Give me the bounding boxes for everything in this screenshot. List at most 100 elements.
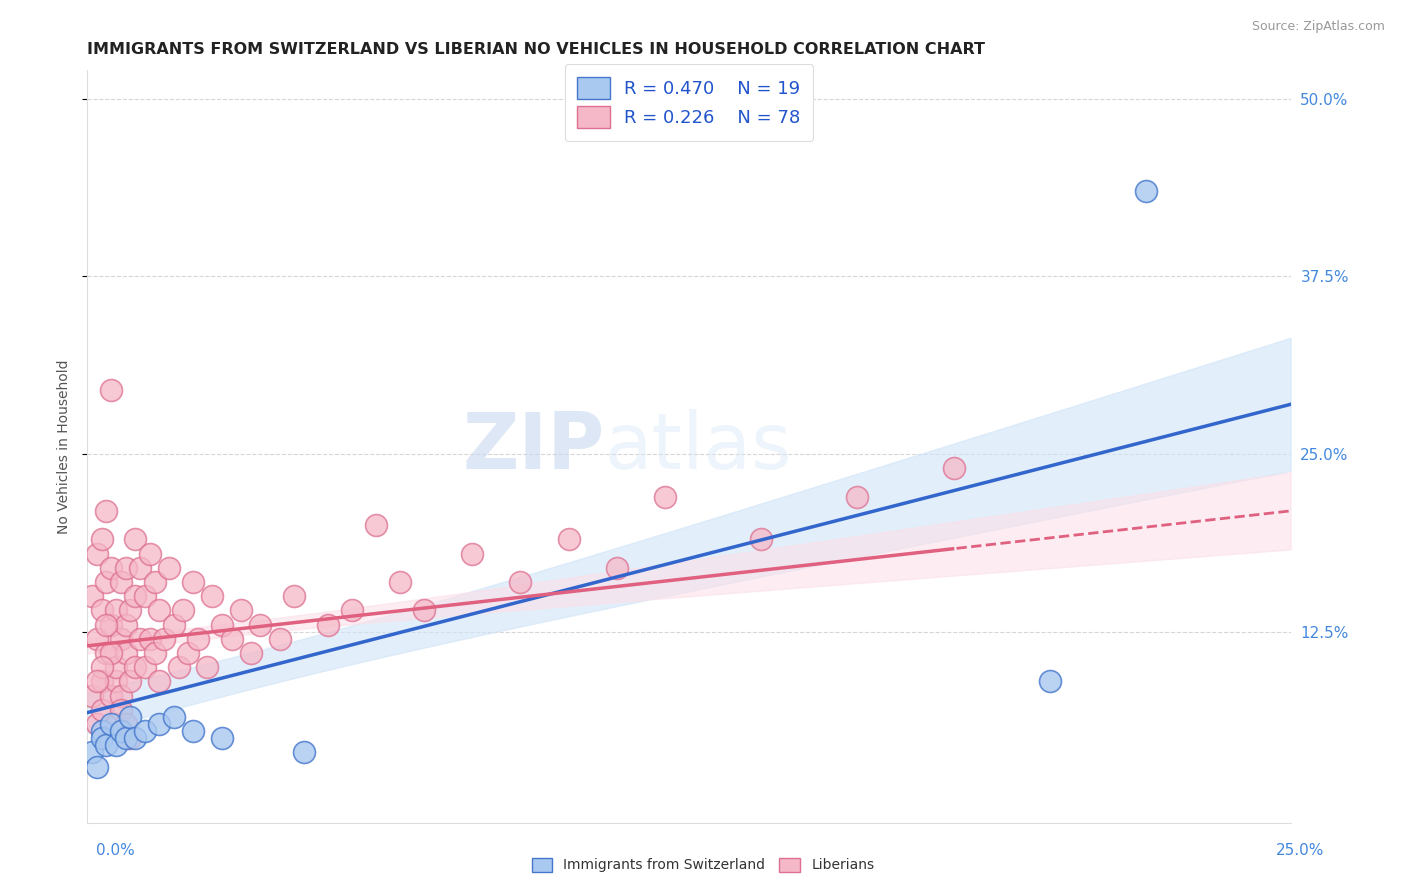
Point	[96, 617, 118, 632]
Legend: Immigrants from Switzerland, Liberians: Immigrants from Switzerland, Liberians	[526, 852, 880, 878]
Point	[96, 646, 118, 660]
Point	[138, 632, 160, 646]
Point	[211, 617, 233, 632]
Point	[181, 574, 204, 589]
Point	[80, 746, 103, 760]
Point	[177, 646, 200, 660]
Point	[509, 574, 531, 589]
Point	[110, 689, 132, 703]
Point	[211, 731, 233, 746]
Legend: R = 0.470    N = 19, R = 0.226    N = 78: R = 0.470 N = 19, R = 0.226 N = 78	[565, 64, 813, 141]
Point	[201, 589, 224, 603]
Point	[114, 731, 136, 746]
Point	[114, 560, 136, 574]
Point	[269, 632, 291, 646]
Point	[100, 717, 122, 731]
Point	[316, 617, 339, 632]
Point	[86, 717, 108, 731]
Point	[110, 574, 132, 589]
Point	[90, 731, 112, 746]
Point	[114, 617, 136, 632]
Point	[86, 759, 108, 773]
Point	[606, 560, 628, 574]
Point	[231, 603, 253, 617]
Point	[90, 533, 112, 547]
Point	[100, 560, 122, 574]
Point	[105, 603, 128, 617]
Point	[461, 547, 484, 561]
Point	[239, 646, 262, 660]
Point	[100, 646, 122, 660]
Point	[124, 731, 146, 746]
Point	[172, 603, 194, 617]
Point	[138, 547, 160, 561]
Point	[846, 490, 869, 504]
Point	[105, 660, 128, 674]
Point	[942, 461, 965, 475]
Point	[90, 603, 112, 617]
Point	[1039, 674, 1062, 689]
Point	[100, 383, 122, 397]
Text: 25.0%: 25.0%	[1277, 843, 1324, 857]
Point	[120, 710, 142, 724]
Point	[110, 632, 132, 646]
Text: IMMIGRANTS FROM SWITZERLAND VS LIBERIAN NO VEHICLES IN HOUSEHOLD CORRELATION CHA: IMMIGRANTS FROM SWITZERLAND VS LIBERIAN …	[87, 42, 986, 57]
Point	[163, 710, 186, 724]
Text: atlas: atlas	[605, 409, 792, 485]
Point	[114, 717, 136, 731]
Point	[90, 660, 112, 674]
Text: 0.0%: 0.0%	[96, 843, 135, 857]
Point	[283, 589, 305, 603]
Point	[90, 674, 112, 689]
Point	[124, 589, 146, 603]
Point	[654, 490, 676, 504]
Point	[124, 533, 146, 547]
Point	[129, 560, 152, 574]
Point	[389, 574, 412, 589]
Point	[96, 574, 118, 589]
Point	[292, 746, 315, 760]
Point	[163, 617, 186, 632]
Point	[340, 603, 363, 617]
Point	[167, 660, 190, 674]
Point	[148, 717, 170, 731]
Point	[124, 660, 146, 674]
Point	[157, 560, 180, 574]
Point	[105, 717, 128, 731]
Point	[1135, 184, 1157, 198]
Point	[181, 724, 204, 739]
Y-axis label: No Vehicles in Household: No Vehicles in Household	[58, 359, 72, 534]
Point	[143, 646, 166, 660]
Point	[110, 724, 132, 739]
Point	[100, 689, 122, 703]
Point	[134, 589, 156, 603]
Point	[120, 731, 142, 746]
Point	[187, 632, 209, 646]
Point	[80, 689, 103, 703]
Point	[148, 603, 170, 617]
Point	[110, 703, 132, 717]
Point	[148, 674, 170, 689]
Point	[120, 603, 142, 617]
Point	[90, 724, 112, 739]
Point	[134, 660, 156, 674]
Point	[86, 674, 108, 689]
Point	[105, 674, 128, 689]
Point	[96, 739, 118, 753]
Point	[153, 632, 176, 646]
Point	[100, 617, 122, 632]
Point	[86, 632, 108, 646]
Text: ZIP: ZIP	[463, 409, 605, 485]
Point	[221, 632, 243, 646]
Point	[120, 674, 142, 689]
Point	[143, 574, 166, 589]
Point	[413, 603, 436, 617]
Point	[364, 518, 387, 533]
Text: Source: ZipAtlas.com: Source: ZipAtlas.com	[1251, 20, 1385, 33]
Point	[557, 533, 579, 547]
Point	[134, 724, 156, 739]
Point	[96, 504, 118, 518]
Point	[80, 589, 103, 603]
Point	[197, 660, 219, 674]
Point	[90, 703, 112, 717]
